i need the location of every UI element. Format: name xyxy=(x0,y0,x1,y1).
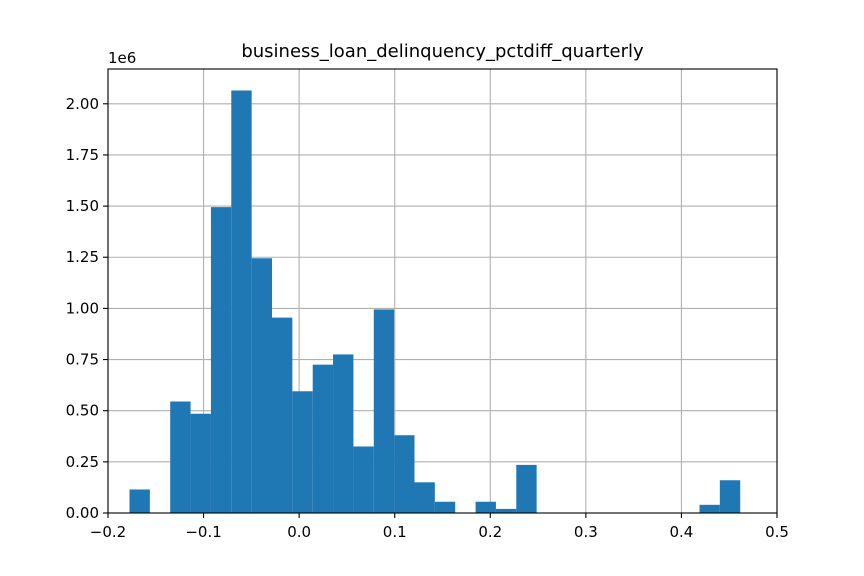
x-tick-label: −0.1 xyxy=(185,523,221,541)
histogram-bar xyxy=(719,480,741,513)
plot-frame xyxy=(107,68,778,514)
histogram-bar xyxy=(251,258,273,513)
x-tick-label: 0.0 xyxy=(287,523,311,541)
histogram-bar xyxy=(272,317,293,513)
histogram-bar xyxy=(210,207,232,513)
y-tick-label: 0.25 xyxy=(66,453,99,471)
histogram-bar xyxy=(434,501,456,513)
y-axis-offset-label: 1e6 xyxy=(108,49,136,67)
histogram-bar xyxy=(373,309,395,513)
y-tick-label: 2.00 xyxy=(66,95,99,113)
x-tick-label: 0.3 xyxy=(574,523,598,541)
y-tick-label: 1.25 xyxy=(66,248,99,266)
y-tick-label: 1.50 xyxy=(66,197,99,215)
histogram-bar xyxy=(292,391,313,513)
histogram-bar xyxy=(129,489,150,513)
histogram-bar xyxy=(414,482,435,513)
histogram-bar xyxy=(353,446,374,513)
chart-title: business_loan_delinquency_pctdiff_quarte… xyxy=(241,41,644,62)
y-tick-label: 1.00 xyxy=(66,299,99,317)
histogram-bar xyxy=(495,508,517,513)
histogram-bar xyxy=(394,435,415,513)
histogram-bar xyxy=(333,354,354,513)
histogram-bar xyxy=(231,90,252,513)
x-tick-label: 0.5 xyxy=(765,523,789,541)
y-tick-label: 1.75 xyxy=(66,146,99,164)
histogram-bar xyxy=(699,504,720,513)
bars-layer xyxy=(129,90,741,513)
ticks-layer: −0.2 −0.1 0.0 0.1 0.2 0.3 0.4 0.5 0.00 0.25 0.50 0.… xyxy=(66,95,789,541)
histogram-bar xyxy=(516,464,537,513)
y-tick-label: 0.75 xyxy=(66,351,99,369)
x-tick-label: 0.4 xyxy=(669,523,693,541)
x-tick-label: −0.2 xyxy=(90,523,126,541)
x-tick-label: 0.2 xyxy=(478,523,502,541)
histogram-bar xyxy=(475,501,496,513)
y-tick-label: 0.00 xyxy=(66,504,99,522)
x-tick-label: 0.1 xyxy=(383,523,407,541)
histogram-bar xyxy=(190,413,211,513)
y-tick-label: 0.50 xyxy=(66,402,99,420)
histogram-bar xyxy=(170,401,191,513)
histogram-bar xyxy=(312,364,334,513)
